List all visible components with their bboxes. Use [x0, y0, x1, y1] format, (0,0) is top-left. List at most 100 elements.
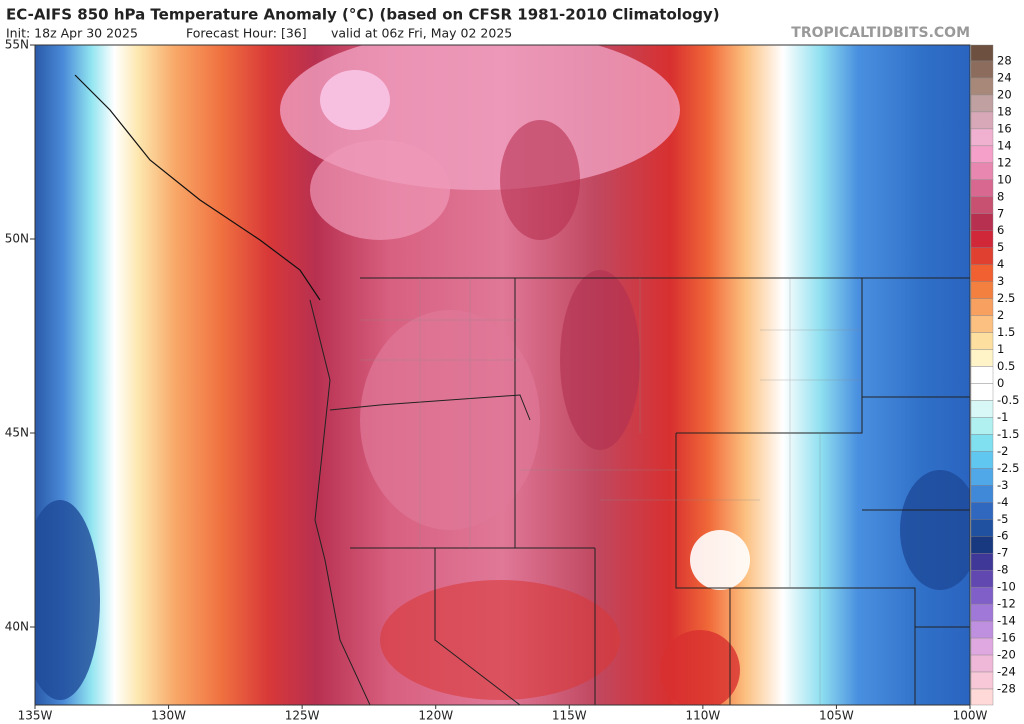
colorbar-box: [970, 44, 994, 62]
colorbar-label: 1: [997, 342, 1004, 356]
colorbar-box: [970, 688, 994, 706]
colorbar-box: [970, 77, 994, 96]
lon-label: 135W: [18, 709, 53, 723]
colorbar-box: [970, 230, 994, 248]
colorbar-label: -10: [997, 580, 1016, 594]
lat-label: 55N: [5, 38, 29, 52]
title: EC-AIFS 850 hPa Temperature Anomaly (°C)…: [6, 6, 720, 24]
colorbar-box: [970, 569, 994, 588]
colorbar-label: 6: [997, 223, 1004, 237]
colorbar-box: [970, 586, 994, 605]
colorbar-box: [970, 502, 994, 520]
colorbar-box: [970, 536, 994, 554]
colorbar-label: -0.5: [997, 393, 1019, 407]
colorbar-box: [970, 298, 994, 316]
colorbar-label: -6: [997, 529, 1008, 543]
colorbar-box: [970, 264, 994, 282]
colorbar-label: -4: [997, 495, 1008, 509]
valid-time: valid at 06z Fri, May 02 2025: [331, 26, 512, 41]
colorbar-box: [970, 179, 994, 197]
axes: 55N 50N 45N 40N 135W 130W 125W 120W 115W 110W 105W…: [5, 38, 988, 723]
colorbar-box: [970, 417, 994, 435]
colorbar-box: [970, 603, 994, 622]
colorbar-box: [970, 128, 994, 147]
colorbar-label: 10: [997, 172, 1012, 186]
colorbar: 28 24 20 18 16 14 12 10 8 7 6 5 4 3 2.5 2 1.5 1 0.5 0 -0.5 -1…: [970, 44, 1019, 706]
lon-label: 105W: [819, 709, 854, 723]
forecast-hour: Forecast Hour: [36]: [186, 26, 307, 41]
colorbar-box: [970, 671, 994, 690]
colorbar-box: [970, 60, 994, 79]
colorbar-label: 2.5: [997, 291, 1015, 305]
colorbar-label: 4: [997, 257, 1004, 271]
colorbar-label: 7: [997, 206, 1004, 220]
colorbar-label: -14: [997, 614, 1016, 628]
colorbar-label: -1: [997, 410, 1008, 424]
colorbar-label: -12: [997, 597, 1016, 611]
colorbar-label: 20: [997, 87, 1012, 101]
colorbar-label: 8: [997, 189, 1004, 203]
colorbar-label: 5: [997, 240, 1004, 254]
lon-label: 115W: [552, 709, 587, 723]
colorbar-box: [970, 451, 994, 469]
colorbar-label: -7: [997, 546, 1008, 560]
colorbar-label: 2: [997, 308, 1004, 322]
colorbar-label: 0.5: [997, 359, 1015, 373]
colorbar-label: -1.5: [997, 427, 1019, 441]
colorbar-box: [970, 654, 994, 673]
colorbar-box: [970, 196, 994, 214]
colorbar-box: [970, 247, 994, 265]
lon-label: 125W: [285, 709, 320, 723]
colorbar-box: [970, 383, 994, 401]
colorbar-box: [970, 145, 994, 164]
colorbar-box: [970, 315, 994, 333]
colorbar-label: -3: [997, 478, 1008, 492]
colorbar-box: [970, 553, 994, 571]
colorbar-label: -20: [997, 648, 1016, 662]
lon-label: 120W: [418, 709, 453, 723]
colorbar-box: [970, 349, 994, 367]
colorbar-box: [970, 213, 994, 231]
colorbar-label: -16: [997, 631, 1016, 645]
colorbar-box: [970, 468, 994, 486]
lon-label: 100W: [953, 709, 988, 723]
watermark: TROPICALTIDBITS.COM: [791, 25, 970, 41]
colorbar-label: -28: [997, 682, 1016, 696]
colorbar-label: 0: [997, 376, 1004, 390]
colorbar-label: 12: [997, 155, 1012, 169]
colorbar-label: -24: [997, 665, 1016, 679]
colorbar-box: [970, 94, 994, 113]
lat-label: 50N: [5, 232, 29, 246]
map-frame: [34, 44, 971, 706]
colorbar-label: 18: [997, 104, 1012, 118]
colorbar-box: [970, 400, 994, 418]
colorbar-label: -8: [997, 563, 1008, 577]
colorbar-box: [970, 637, 994, 656]
colorbar-label: -5: [997, 512, 1008, 526]
lon-label: 110W: [685, 709, 720, 723]
lat-label: 45N: [5, 426, 29, 440]
colorbar-label: 24: [997, 70, 1012, 84]
colorbar-label: -2.5: [997, 461, 1019, 475]
colorbar-box: [970, 111, 994, 130]
colorbar-box: [970, 620, 994, 639]
map-field: [35, 45, 970, 705]
colorbar-box: [970, 281, 994, 299]
colorbar-label: 3: [997, 274, 1004, 288]
colorbar-label: 1.5: [997, 325, 1015, 339]
lat-label: 40N: [5, 620, 29, 634]
colorbar-label: -2: [997, 444, 1008, 458]
colorbar-label: 28: [997, 54, 1012, 68]
colorbar-box: [970, 162, 994, 181]
colorbar-box: [970, 485, 994, 503]
colorbar-box: [970, 519, 994, 537]
init-time: Init: 18z Apr 30 2025: [6, 26, 138, 41]
colorbar-label: 16: [997, 121, 1012, 135]
colorbar-label: 14: [997, 138, 1012, 152]
lon-label: 130W: [151, 709, 186, 723]
colorbar-box: [970, 366, 994, 384]
colorbar-box: [970, 332, 994, 350]
colorbar-box: [970, 434, 994, 452]
